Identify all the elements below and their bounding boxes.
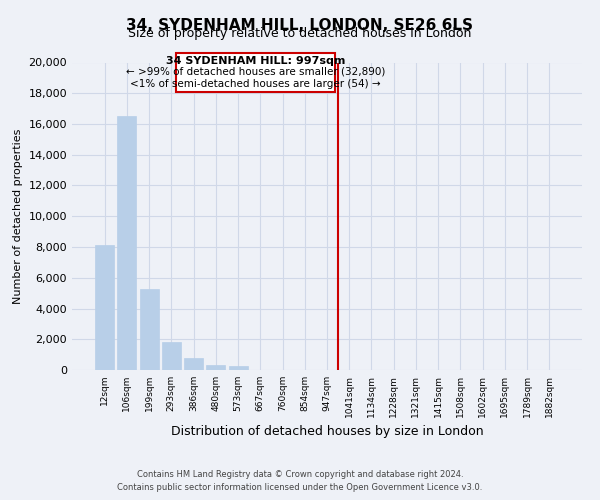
- Bar: [162, 342, 181, 370]
- Text: ← >99% of detached houses are smaller (32,890): ← >99% of detached houses are smaller (3…: [125, 66, 385, 76]
- Text: Size of property relative to detached houses in London: Size of property relative to detached ho…: [128, 28, 472, 40]
- Text: <1% of semi-detached houses are larger (54) →: <1% of semi-detached houses are larger (…: [130, 79, 380, 89]
- Y-axis label: Number of detached properties: Number of detached properties: [13, 128, 23, 304]
- Bar: [229, 366, 248, 370]
- Text: 34, SYDENHAM HILL, LONDON, SE26 6LS: 34, SYDENHAM HILL, LONDON, SE26 6LS: [127, 18, 473, 32]
- Bar: [184, 358, 203, 370]
- Text: Contains HM Land Registry data © Crown copyright and database right 2024.
Contai: Contains HM Land Registry data © Crown c…: [118, 470, 482, 492]
- Text: 34 SYDENHAM HILL: 997sqm: 34 SYDENHAM HILL: 997sqm: [166, 56, 345, 66]
- Bar: [206, 366, 225, 370]
- Bar: [118, 116, 136, 370]
- Bar: [95, 246, 114, 370]
- FancyBboxPatch shape: [176, 54, 335, 92]
- X-axis label: Distribution of detached houses by size in London: Distribution of detached houses by size …: [170, 426, 484, 438]
- Bar: [140, 288, 158, 370]
